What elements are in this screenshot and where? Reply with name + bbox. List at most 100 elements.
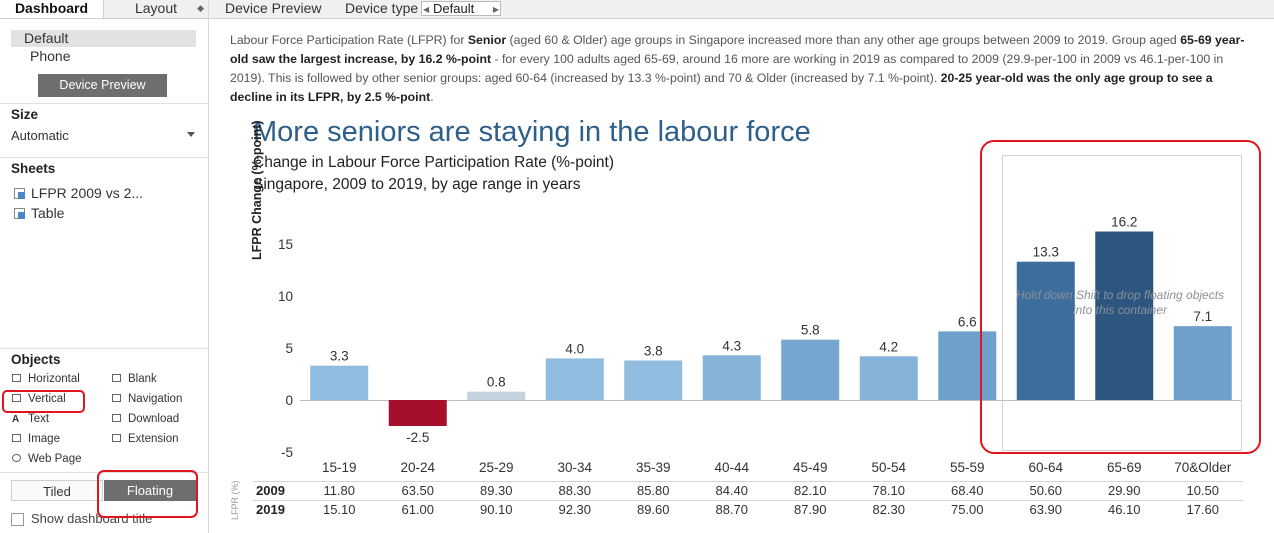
object-vertical[interactable]: Vertical [12,392,66,407]
tab-layout-arrow-icon: ◆ [197,3,204,13]
chevron-down-icon [187,132,195,137]
table-cell: 10.50 [1186,483,1220,498]
y-tick-label: -5 [281,445,293,460]
table-cell: 82.30 [872,502,906,517]
arrow-right-icon[interactable]: ▶ [492,5,499,14]
sheet-item-lfpr[interactable]: LFPR 2009 vs 2... [14,184,143,202]
tab-layout[interactable]: Layout ◆ [104,0,208,18]
object-label: Download [128,413,180,425]
object-label: Extension [128,433,179,445]
size-dropdown[interactable]: Automatic [11,127,197,144]
table-cell: 84.40 [715,483,749,498]
object-web-page[interactable]: Web Page [12,452,82,467]
device-preview-tab[interactable]: Device Preview [225,0,322,16]
data-label: 0.8 [487,375,506,390]
show-dashboard-title-checkbox[interactable] [11,513,24,526]
data-label: 6.6 [958,314,977,329]
desc-part: Labour Force Participation Rate (LFPR) f… [230,33,468,47]
bar-65-69 [1095,231,1154,400]
device-type-value: Default [433,1,475,16]
text-object-icon: A [12,414,20,425]
arrow-left-icon[interactable]: ◀ [423,5,430,14]
desc-part: - for every 100 adults aged 65-69, aroun… [230,52,1224,85]
vertical-container-icon [12,394,21,402]
table-cell: 85.80 [636,483,670,498]
table-cell: 87.90 [793,502,827,517]
sheet-item-label: Table [31,205,65,221]
dashboard-title: More seniors are staying in the labour f… [253,116,811,148]
object-label: Vertical [28,393,66,405]
bar-45-49 [781,339,840,400]
object-label: Navigation [128,393,183,405]
object-download[interactable]: Download [112,412,179,427]
sheet-item-label: LFPR 2009 vs 2... [31,185,144,201]
tiled-button[interactable]: Tiled [11,480,103,501]
device-default[interactable]: Default [11,30,196,47]
desc-bold: Senior [467,33,507,47]
data-label: 4.0 [565,341,584,356]
object-blank[interactable]: Blank [112,372,157,387]
object-extension[interactable]: Extension [112,432,179,447]
blank-object-icon [112,374,121,382]
data-label: 13.3 [1033,245,1059,260]
object-image[interactable]: Image [12,432,60,447]
drop-container[interactable] [1002,155,1242,451]
table-unit-label: LFPR (%) [230,480,240,520]
sheets-section-title: Sheets [11,161,56,176]
data-label: 4.2 [879,339,898,354]
extension-icon [112,434,121,442]
highlight-container [980,140,1261,454]
bar-15-19 [310,365,369,400]
table-cell: 92.30 [558,502,592,517]
table-cell: 15.10 [322,502,356,517]
desc-bold: 20-25 year-old was the only age group to… [230,71,1213,104]
drop-container-hint: Hold down Shift to drop floating objects… [1015,288,1225,317]
divider [0,472,208,473]
data-label: 7.1 [1193,309,1212,324]
y-tick-label: 15 [278,237,293,252]
table-cell: 63.50 [401,483,435,498]
device-type-select[interactable]: ◀ Default ▶ [421,1,501,16]
desc-bold: 65-69 year-old saw the largest increase,… [230,33,1245,66]
sidebar-tabs: Dashboard Layout ◆ [0,0,208,19]
table-cell: 89.60 [636,502,670,517]
object-label: Text [28,413,50,425]
desc-part: (aged 60 & Older) age groups in Singapor… [506,33,1181,47]
data-label: 3.8 [644,343,663,358]
device-phone[interactable]: Phone [30,48,71,64]
object-navigation[interactable]: Navigation [112,392,182,407]
table-row-label: 2009 [256,483,285,498]
sheet-item-table[interactable]: Table [14,204,64,222]
highlight-floating [97,470,198,518]
size-value: Automatic [11,128,69,143]
object-label: Blank [128,373,157,385]
table-cell: 68.40 [950,483,984,498]
tab-dashboard[interactable]: Dashboard [0,0,104,18]
y-axis-label: LFPR Change (%-point) [250,120,264,260]
horizontal-container-icon [12,374,21,382]
table-row [253,500,1243,520]
table-cell: 82.10 [793,483,827,498]
data-label: -2.5 [406,430,429,445]
bar-20-24 [388,400,447,426]
table-cell: 78.10 [872,483,906,498]
bar-60-64 [1016,261,1075,400]
divider [0,157,208,158]
x-tick-label: 65-69 [1107,460,1142,475]
divider [0,348,208,349]
device-preview-button[interactable]: Device Preview [38,74,167,97]
bar-25-29 [467,391,526,400]
device-type-label: Device type [345,0,419,16]
divider [0,103,208,104]
data-label: 16.2 [1111,215,1137,230]
table-cell: 63.90 [1029,502,1063,517]
floating-button[interactable]: Floating [104,480,196,501]
object-text[interactable]: A Text [12,412,49,427]
size-section-title: Size [11,107,39,122]
bar-35-39 [624,360,683,400]
image-icon [12,434,21,442]
table-cell: 61.00 [401,502,435,517]
x-tick-label: 50-54 [871,460,906,475]
object-horizontal[interactable]: Horizontal [12,372,80,387]
